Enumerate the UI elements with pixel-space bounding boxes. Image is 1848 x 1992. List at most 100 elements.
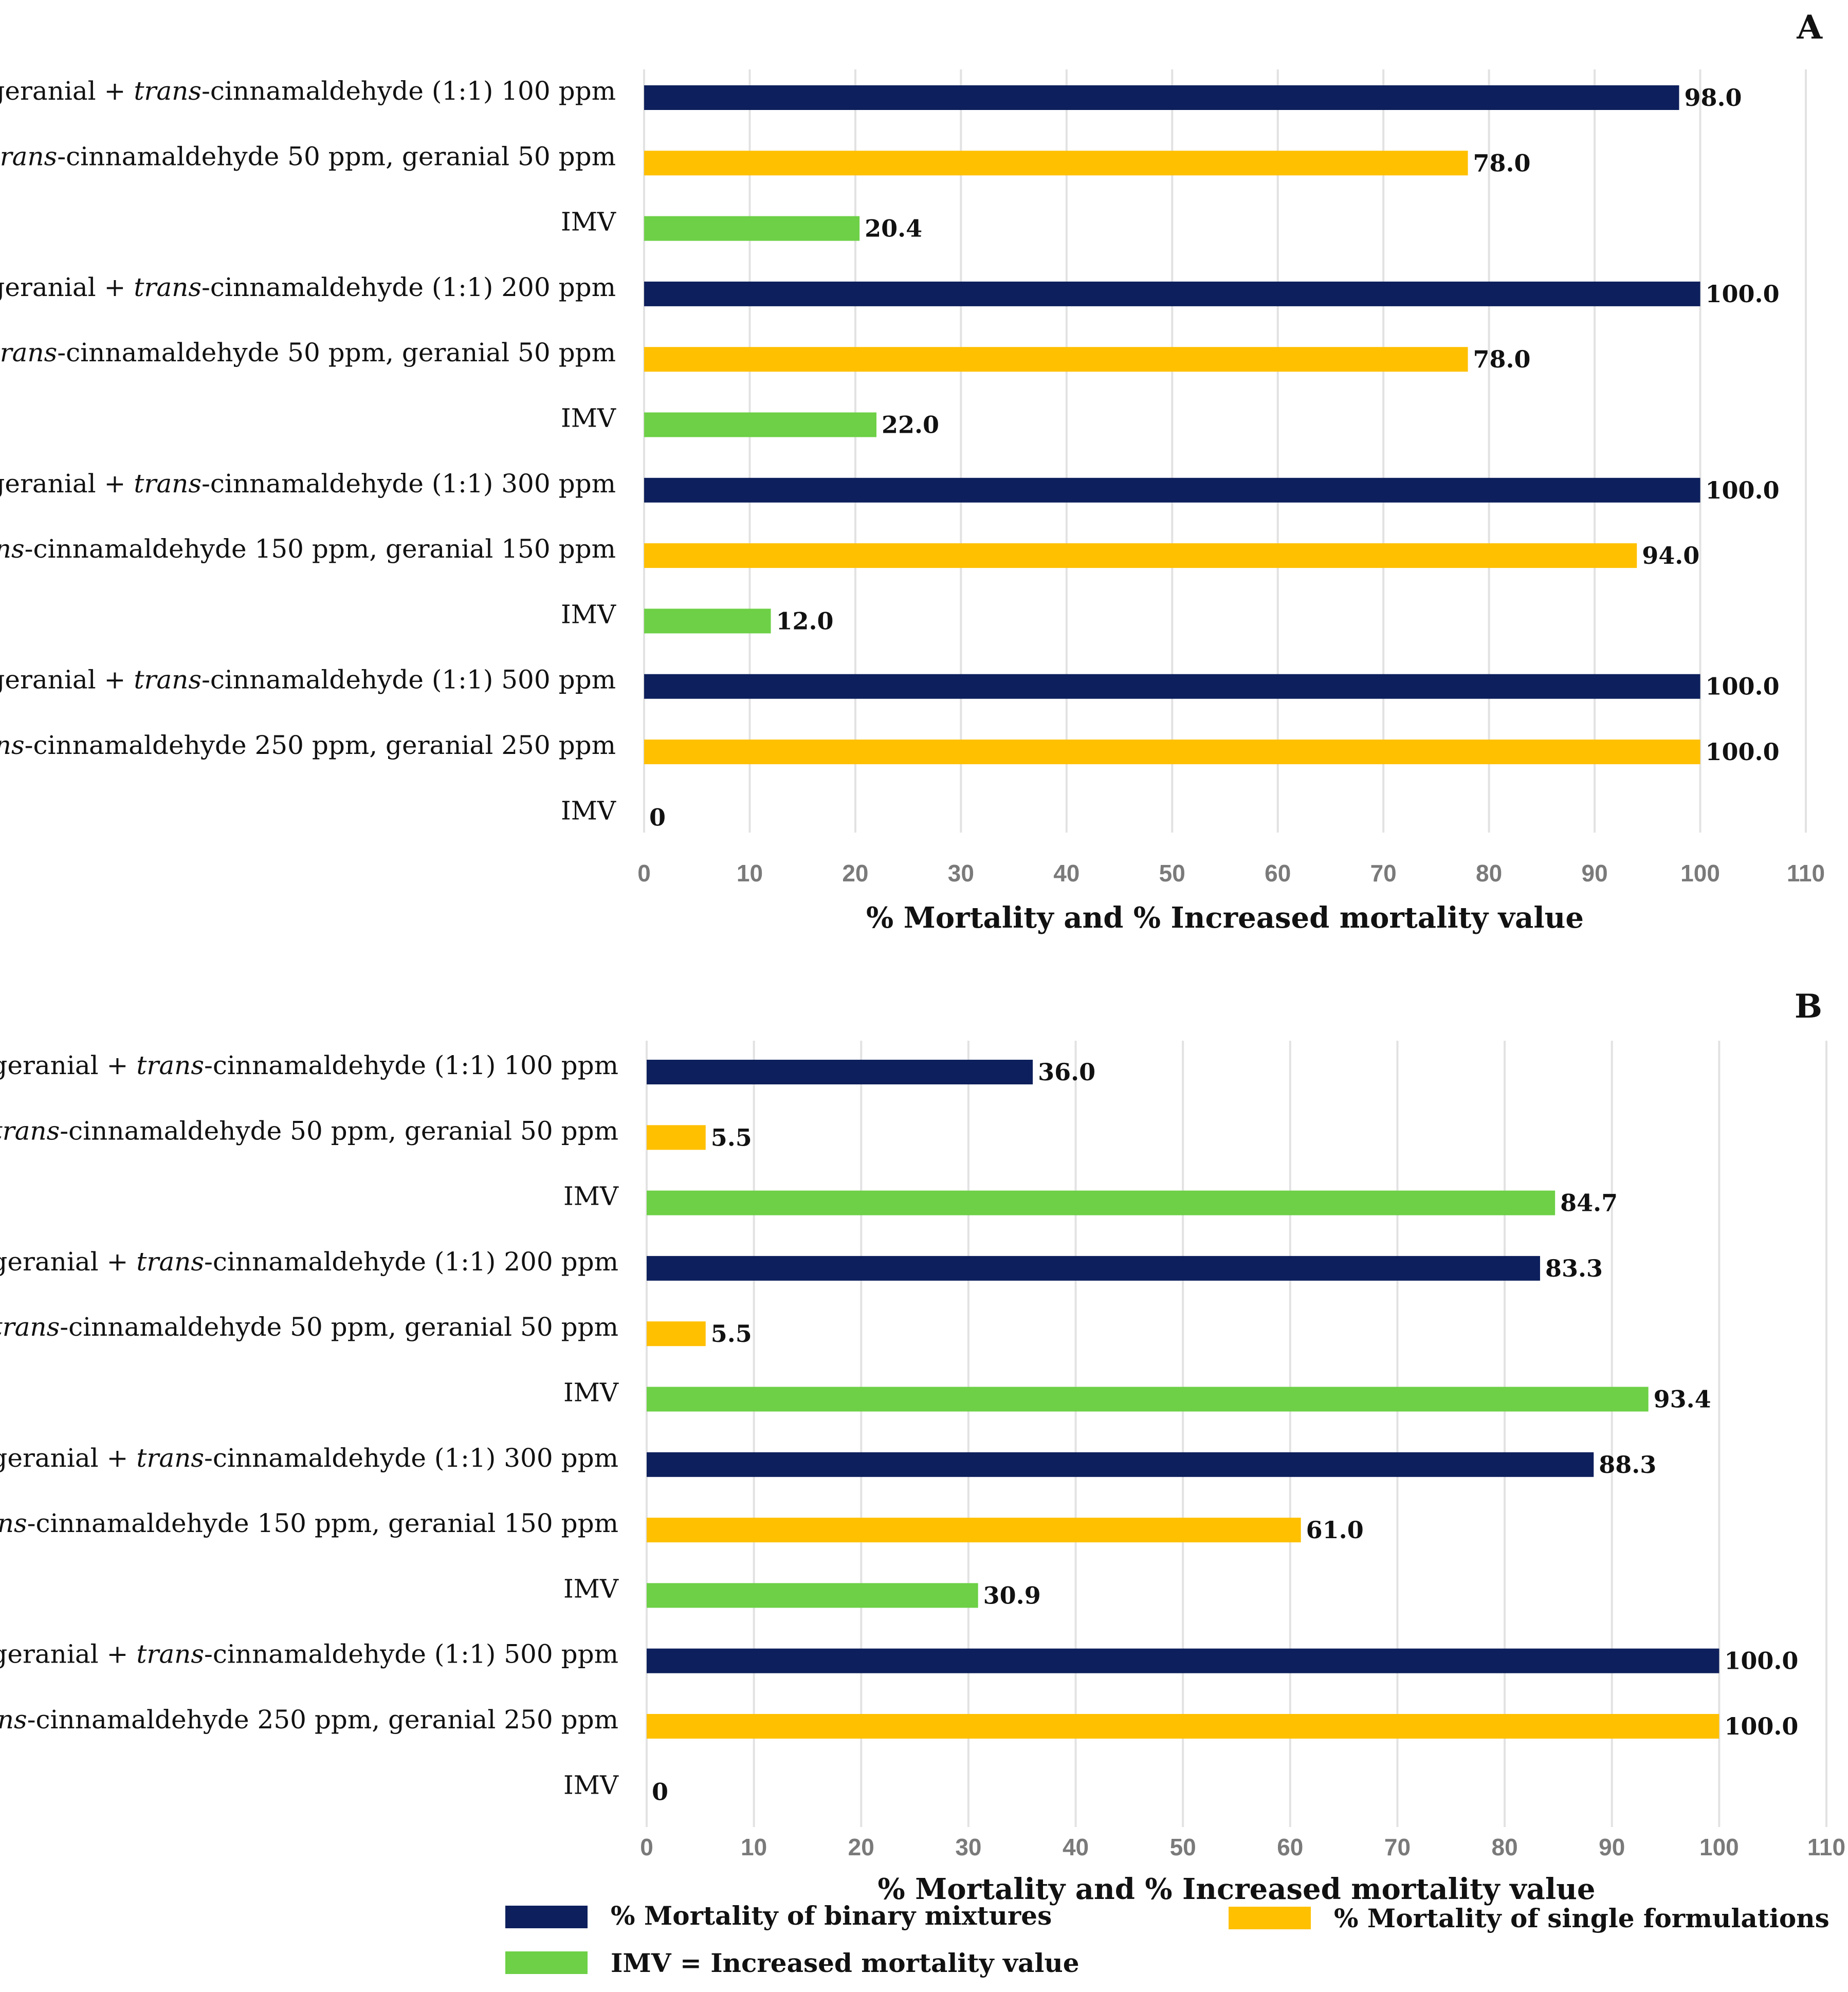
bar-binary	[644, 674, 1700, 699]
bar-imv	[644, 216, 860, 241]
value-label: 100.0	[1706, 738, 1780, 766]
category-label: geranial + trans-cinnamaldehyde (1:1) 50…	[0, 1639, 618, 1669]
category-label: trans-cinnamaldehyde 50 ppm, geranial 50…	[0, 1116, 618, 1146]
category-label: IMV	[561, 599, 616, 629]
x-tick-label: 20	[842, 860, 868, 887]
x-axis-title: % Mortality and % Increased mortality va…	[866, 901, 1584, 935]
panel-a-chart: A 0 10 20 30 40 50 60 70 80 90 100 110 geranial + tra…	[0, 8, 1825, 935]
x-axis-title: % Mortality and % Increased mortality va…	[878, 1872, 1596, 1906]
x-tick-label: 50	[1170, 1834, 1196, 1860]
x-tick-label: 0	[637, 860, 651, 887]
panel-letter: B	[1795, 987, 1822, 1026]
legend-label: % Mortality of single formulations	[1334, 1903, 1829, 1933]
bar-single	[647, 1125, 706, 1150]
category-label: trans-cinnamaldehyde 250 ppm, geranial 2…	[0, 730, 616, 760]
bar-single	[644, 740, 1700, 764]
bar-single	[647, 1518, 1301, 1543]
category-label: IMV	[563, 1182, 619, 1211]
x-tick-label: 30	[955, 1834, 981, 1860]
x-tick-label: 40	[1053, 860, 1079, 887]
bar-binary	[644, 281, 1700, 306]
value-label: 94.0	[1642, 542, 1699, 569]
x-tick-label: 110	[1787, 860, 1825, 887]
bar-binary	[647, 1060, 1033, 1084]
legend-swatch-imv	[505, 1951, 588, 1974]
x-tick-label: 70	[1384, 1834, 1411, 1860]
value-label: 0	[649, 803, 666, 831]
category-label: trans-cinnamaldehyde 50 ppm, geranial 50…	[0, 1312, 618, 1342]
bar-binary	[647, 1452, 1594, 1477]
value-label: 20.4	[865, 215, 922, 243]
x-tick-label: 60	[1277, 1834, 1303, 1860]
value-label: 78.0	[1473, 149, 1531, 177]
legend-label: % Mortality of binary mixtures	[611, 1901, 1052, 1931]
value-label: 12.0	[776, 607, 834, 635]
x-tick-label: 100	[1680, 860, 1720, 887]
category-label: geranial + trans-cinnamaldehyde (1:1) 30…	[0, 469, 616, 499]
x-tick-label: 70	[1370, 860, 1397, 887]
category-label: geranial + trans-cinnamaldehyde (1:1) 20…	[0, 1247, 618, 1277]
bar-single	[647, 1321, 706, 1347]
value-label: 5.5	[711, 1320, 752, 1348]
category-label: trans-cinnamaldehyde 50 ppm, geranial 50…	[0, 141, 616, 171]
bar-imv	[644, 412, 876, 437]
x-tick-label: 40	[1063, 1834, 1089, 1860]
value-label: 88.3	[1599, 1451, 1656, 1479]
value-label: 100.0	[1706, 280, 1780, 308]
x-tick-label: 20	[848, 1834, 874, 1860]
panel-letter: A	[1796, 8, 1823, 47]
value-label: 22.0	[882, 411, 939, 439]
category-label: IMV	[563, 1574, 619, 1603]
bar-single	[647, 1714, 1719, 1739]
category-label: trans-cinnamaldehyde 150 ppm, geranial 1…	[0, 1508, 618, 1538]
value-label: 93.4	[1654, 1386, 1711, 1413]
value-label: 100.0	[1706, 476, 1780, 504]
value-label: 5.5	[711, 1123, 752, 1151]
category-label: trans-cinnamaldehyde 250 ppm, geranial 2…	[0, 1705, 618, 1735]
value-label: 100.0	[1724, 1647, 1798, 1675]
x-tick-label: 110	[1807, 1834, 1845, 1860]
category-label: geranial + trans-cinnamaldehyde (1:1) 50…	[0, 665, 616, 695]
bar-binary	[647, 1256, 1540, 1281]
x-tick-label: 0	[640, 1834, 653, 1860]
category-label: IMV	[561, 796, 616, 825]
category-label: geranial + trans-cinnamaldehyde (1:1) 10…	[0, 76, 616, 106]
category-label: geranial + trans-cinnamaldehyde (1:1) 10…	[0, 1050, 618, 1080]
bar-imv	[647, 1387, 1649, 1412]
x-tick-label: 80	[1476, 860, 1502, 887]
category-label: geranial + trans-cinnamaldehyde (1:1) 20…	[0, 272, 616, 302]
x-tick-label: 30	[948, 860, 974, 887]
category-label: trans-cinnamaldehyde 50 ppm, geranial 50…	[0, 338, 616, 367]
bar-binary	[647, 1648, 1719, 1673]
panel-b-chart: B 0 10 20 30 40 50 60 70 80 90 100 110 geranial + tra…	[0, 987, 1845, 1906]
category-label: IMV	[561, 403, 616, 433]
bar-imv	[644, 608, 771, 634]
category-label: IMV	[561, 207, 616, 237]
bar-binary	[644, 477, 1700, 503]
value-label: 0	[652, 1778, 668, 1805]
category-label: trans-cinnamaldehyde 150 ppm, geranial 1…	[0, 534, 616, 564]
legend: % Mortality of binary mixtures % Mortalit…	[505, 1901, 1829, 1978]
value-label: 83.3	[1545, 1255, 1603, 1282]
bar-imv	[647, 1583, 978, 1608]
bar-single	[644, 347, 1468, 372]
value-label: 30.9	[983, 1581, 1041, 1609]
category-label: IMV	[563, 1770, 619, 1800]
value-label: 36.0	[1038, 1058, 1095, 1086]
x-tick-label: 90	[1582, 860, 1608, 887]
value-label: 84.7	[1560, 1189, 1618, 1217]
category-label: IMV	[563, 1378, 619, 1408]
x-tick-label: 50	[1159, 860, 1185, 887]
bar-single	[644, 151, 1468, 176]
x-tick-label: 60	[1265, 860, 1291, 887]
value-label: 98.0	[1684, 84, 1742, 112]
legend-swatch-binary	[505, 1906, 588, 1928]
value-label: 100.0	[1724, 1712, 1798, 1740]
bar-binary	[644, 85, 1679, 110]
bar-imv	[647, 1190, 1556, 1215]
x-tick-label: 90	[1599, 1834, 1625, 1860]
value-label: 78.0	[1473, 345, 1531, 373]
value-label: 100.0	[1706, 673, 1780, 700]
legend-label: IMV = Increased mortality value	[611, 1948, 1079, 1978]
